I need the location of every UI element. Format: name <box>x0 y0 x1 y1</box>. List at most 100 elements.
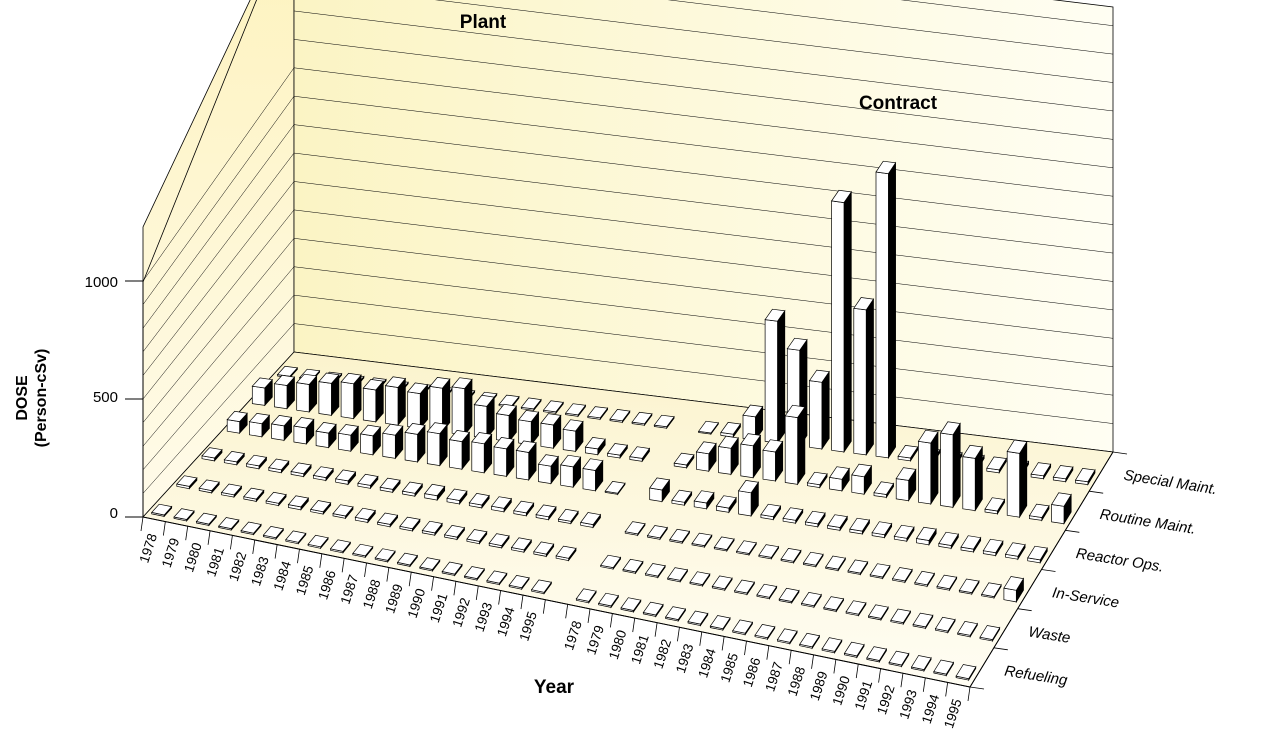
bar-front <box>831 200 845 453</box>
bar-front <box>315 430 329 449</box>
bar-plant-Waste-1995 <box>555 545 577 562</box>
bar-plant-Reactor Ops.-1995 <box>604 481 626 496</box>
bar-plant-Reactor Ops.-1984 <box>359 424 382 456</box>
bar-contract-Waste-1989 <box>845 600 867 617</box>
year-label: 1979 <box>159 536 183 569</box>
bar-front <box>1051 504 1065 525</box>
bar-plant-In-Service-1983 <box>312 466 334 482</box>
gridline <box>293 39 1114 140</box>
bar-plant-Refueling-1985 <box>307 534 329 550</box>
bar-contract-In-Service-1985 <box>780 548 802 564</box>
x-tick-mark <box>677 627 680 642</box>
year-label: 1992 <box>874 683 898 716</box>
bar-front <box>318 381 332 416</box>
year-label: 1988 <box>785 665 809 698</box>
bar-contract-Reactor Ops.-1988 <box>871 521 893 539</box>
bar-contract-Refueling-1981 <box>642 601 664 618</box>
bar-plant-Waste-1985 <box>332 504 354 520</box>
x-tick-mark <box>788 650 792 665</box>
bar-top <box>357 473 379 486</box>
bar-plant-In-Service-1990 <box>468 493 490 509</box>
gridline <box>142 124 295 329</box>
year-label: 1979 <box>584 623 608 656</box>
bar-contract-In-Service-1991 <box>914 570 935 588</box>
bar-side <box>797 405 806 486</box>
bar-top <box>740 433 762 447</box>
bar-contract-Refueling-1989 <box>821 637 843 654</box>
bar-top <box>847 559 869 574</box>
bar-contract-Refueling-1980 <box>620 597 642 613</box>
x-tick-mark <box>319 553 323 568</box>
axes <box>125 280 1128 702</box>
bar-top <box>736 540 757 554</box>
x-tick-mark <box>900 673 904 688</box>
bar-contract-Refueling-1983 <box>687 610 709 627</box>
year-label: 1986 <box>315 568 339 601</box>
bar-top <box>606 443 629 456</box>
bar-top <box>1051 492 1072 507</box>
bar-top <box>776 628 798 643</box>
bar-plant-In-Service-1995 <box>580 512 602 529</box>
bar-top <box>195 512 218 525</box>
bar-contract-Special Maint.-1995 <box>1074 468 1096 486</box>
bar-contract-Reactor Ops.-1979 <box>671 489 693 507</box>
category-label: Waste <box>1027 623 1071 646</box>
bar-top <box>778 587 800 602</box>
bar-plant-In-Service-1979 <box>223 451 245 466</box>
bar-plant-Refueling-1990 <box>419 557 441 573</box>
bar-top <box>223 451 245 463</box>
bar-top <box>245 454 268 467</box>
bar-plant-Waste-1987 <box>376 512 399 528</box>
bar-top <box>533 541 555 555</box>
bar-top <box>823 596 845 611</box>
bar-plant-Routine Maint.-1981 <box>318 372 340 417</box>
gridline <box>293 95 1114 197</box>
bar-front <box>493 446 507 477</box>
bar-top <box>762 439 784 453</box>
gridline <box>293 10 1114 112</box>
bar-contract-In-Service-1992 <box>936 574 958 592</box>
bar-top <box>248 413 271 425</box>
gridline <box>293 209 1114 311</box>
bar-top <box>580 512 602 525</box>
depth-tick-mark <box>1112 451 1128 455</box>
bar-contract-Reactor Ops.-1986 <box>827 514 848 532</box>
bar-front <box>560 464 574 488</box>
x-tick-mark <box>967 686 971 702</box>
gridline <box>142 181 295 376</box>
bar-front <box>449 439 463 470</box>
bar-plant-Routine Maint.-1980 <box>296 373 318 413</box>
bar-contract-Routine Maint.-1989 <box>917 429 939 506</box>
bar-contract-In-Service-1995 <box>1003 576 1025 604</box>
depth-tick-mark <box>993 647 1008 651</box>
bar-top <box>493 437 515 450</box>
bar-plant-In-Service-1986 <box>379 477 401 494</box>
bar-plant-Refueling-1984 <box>285 530 307 545</box>
bar-top <box>376 512 399 525</box>
bar-plant-Waste-1991 <box>466 529 488 545</box>
bar-top <box>912 612 934 628</box>
bar-front <box>251 385 266 406</box>
bar-front <box>451 386 465 436</box>
bar-top <box>829 466 850 480</box>
bar-top <box>151 503 173 516</box>
bar-plant-Reactor Ops.-1979 <box>248 413 271 438</box>
bar-top <box>555 545 577 559</box>
bar-plant-Routine Maint.-1986 <box>429 377 451 433</box>
y-axis-unit: (Person-cSv) <box>33 349 50 448</box>
bar-top <box>1004 542 1026 557</box>
bar-top <box>642 601 664 616</box>
bar-contract-Routine Maint.-1982 <box>762 439 784 483</box>
bar-front <box>471 441 485 474</box>
bar-contract-Waste-1992 <box>912 612 934 630</box>
bar-contract-Routine Maint.-1988 <box>895 467 917 502</box>
bar-contract-Special Maint.-1985 <box>853 297 875 457</box>
bar-top <box>173 508 195 520</box>
year-label: 1978 <box>137 532 161 565</box>
bar-top <box>845 600 867 615</box>
gridline <box>142 323 295 494</box>
gridline <box>142 266 295 447</box>
x-tick-mark <box>654 622 658 637</box>
bar-plant-Reactor Ops.-1978 <box>226 410 248 435</box>
bar-top <box>629 446 651 459</box>
